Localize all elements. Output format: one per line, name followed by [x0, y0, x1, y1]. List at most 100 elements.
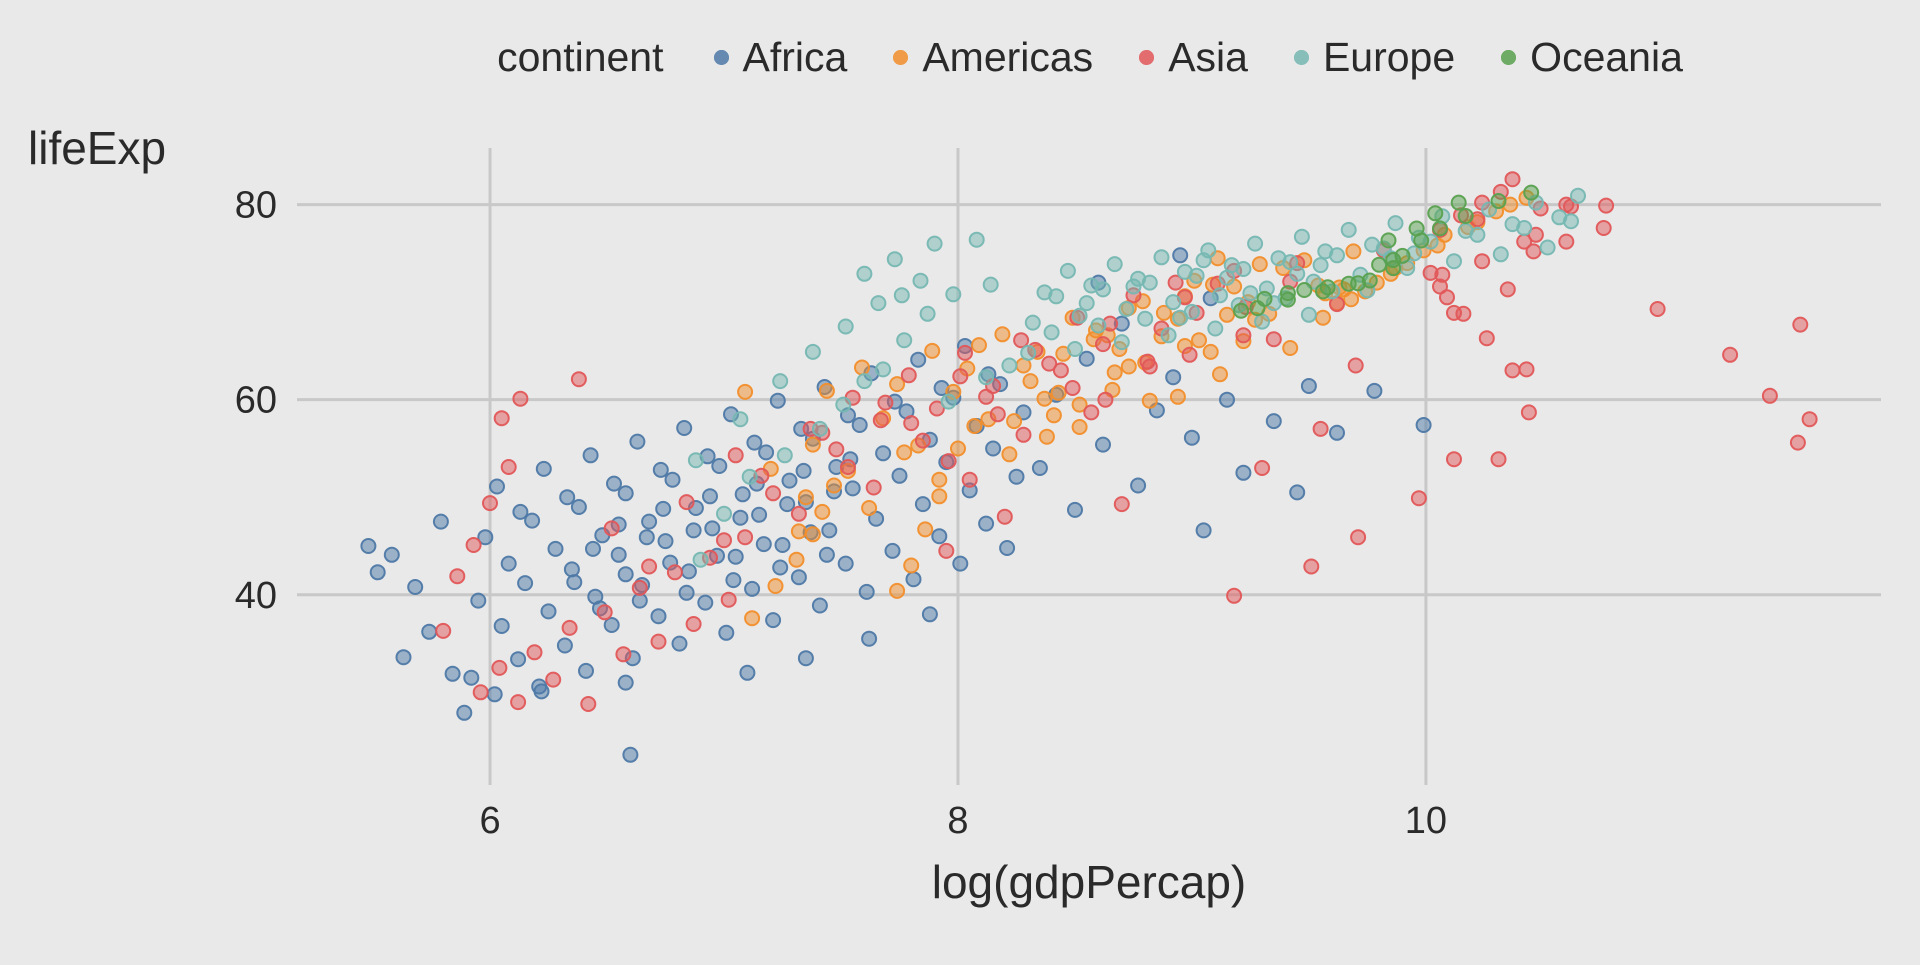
data-point	[1347, 357, 1364, 374]
data-point	[622, 746, 639, 763]
data-point	[444, 665, 461, 682]
data-point	[1120, 358, 1137, 375]
data-point	[797, 489, 814, 506]
data-point	[772, 373, 789, 390]
data-point	[1340, 221, 1357, 238]
data-point	[1095, 436, 1111, 453]
data-point	[477, 529, 494, 546]
data-point	[486, 686, 503, 703]
legend-label: Asia	[1168, 34, 1248, 80]
data-point	[1539, 239, 1556, 256]
data-point	[903, 557, 920, 574]
data-point	[1380, 232, 1397, 249]
data-point	[903, 415, 920, 432]
data-point	[1329, 424, 1345, 441]
data-point	[804, 343, 821, 360]
data-point	[1038, 428, 1055, 445]
data-point	[1350, 529, 1367, 546]
y-tick-label: 60	[235, 380, 277, 422]
data-point	[840, 459, 856, 475]
data-point	[779, 496, 796, 513]
data-point	[1226, 587, 1243, 604]
data-point	[650, 633, 667, 650]
data-point	[1041, 355, 1058, 372]
data-point	[893, 287, 910, 304]
data-point	[533, 683, 550, 700]
data-point	[1492, 246, 1509, 263]
data-point	[1050, 384, 1067, 401]
data-point	[957, 344, 973, 361]
data-point	[1361, 272, 1378, 289]
data-point	[1293, 228, 1310, 245]
data-point	[596, 604, 613, 621]
data-point	[1649, 301, 1666, 317]
data-point	[1022, 373, 1039, 390]
data-point	[1345, 243, 1362, 260]
data-point	[1504, 171, 1521, 188]
data-point	[383, 546, 400, 563]
data-point	[1160, 327, 1177, 344]
data-point	[1113, 496, 1130, 513]
data-point	[1059, 262, 1076, 279]
y-axis-title: lifeExp	[28, 122, 166, 174]
data-point	[1523, 184, 1540, 201]
data-point	[1504, 216, 1521, 233]
data-point	[1172, 309, 1189, 326]
data-point	[994, 326, 1011, 343]
data-point	[566, 574, 583, 591]
data-point	[606, 475, 622, 492]
legend-swatch-icon	[1293, 50, 1309, 65]
data-point	[854, 359, 870, 376]
legend-label: Africa	[742, 34, 848, 80]
data-point	[900, 367, 917, 384]
data-point	[886, 251, 903, 268]
data-point	[1095, 336, 1111, 353]
data-point	[1319, 279, 1336, 296]
data-point	[1340, 275, 1357, 292]
data-point	[500, 459, 517, 475]
data-point	[641, 513, 658, 530]
data-point	[1165, 294, 1182, 311]
data-point	[795, 462, 812, 479]
data-point	[540, 603, 557, 620]
data-point	[666, 564, 683, 581]
data-point	[1106, 364, 1123, 381]
data-point	[617, 485, 634, 502]
data-point	[500, 555, 517, 572]
data-point	[1118, 301, 1135, 317]
data-point	[718, 624, 735, 641]
data-point	[470, 592, 487, 609]
data-point	[716, 532, 732, 549]
data-point	[1427, 205, 1444, 222]
data-point	[758, 444, 775, 461]
data-point	[704, 520, 721, 537]
data-point	[765, 485, 782, 502]
data-point	[1090, 317, 1107, 334]
data-point	[685, 616, 702, 632]
data-points	[360, 171, 1818, 763]
data-point	[1052, 362, 1069, 379]
data-point	[1113, 334, 1130, 351]
data-point	[1251, 256, 1268, 273]
data-point	[360, 538, 377, 554]
data-point	[1490, 451, 1507, 468]
data-point	[1387, 215, 1404, 232]
data-point	[1525, 243, 1542, 260]
data-point	[978, 369, 995, 386]
data-point	[524, 512, 541, 529]
data-point	[776, 447, 793, 464]
data-point	[1176, 263, 1193, 280]
data-point	[1450, 194, 1467, 211]
data-point	[952, 368, 969, 385]
legend: continent Africa Americas Asia Europe Oceani…	[300, 34, 1880, 81]
x-tick-label: 6	[479, 800, 500, 842]
data-point	[407, 579, 424, 595]
data-point	[837, 555, 854, 572]
series-oceania	[1233, 184, 1540, 319]
data-point	[739, 664, 756, 681]
data-point	[678, 494, 695, 511]
data-point	[545, 671, 562, 688]
data-point	[702, 488, 718, 505]
data-point	[884, 542, 901, 559]
data-point	[772, 559, 789, 576]
